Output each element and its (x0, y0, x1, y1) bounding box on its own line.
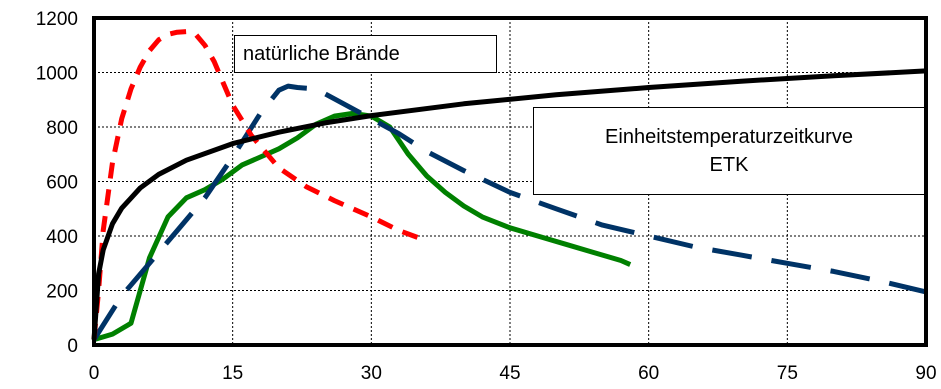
y-tick-label: 600 (46, 173, 78, 194)
annotation-natural-fires: natürliche Brände (234, 35, 497, 73)
y-tick-label: 0 (67, 336, 78, 357)
y-tick-label: 400 (46, 227, 78, 248)
series-line-natural-fire-green (93, 110, 632, 342)
x-tick-label: 15 (222, 363, 243, 384)
x-tick-label: 60 (638, 363, 659, 384)
series-line-natural-fire-red (91, 29, 419, 340)
series-layer (91, 29, 927, 342)
x-tick-label: 30 (361, 363, 382, 384)
y-tick-label: 200 (46, 282, 78, 303)
tick-labels: 0 15 30 45 60 75 90 0 200 400 600 800 1000 1200 (36, 9, 937, 384)
y-tick-label: 800 (46, 118, 78, 139)
x-tick-label: 75 (777, 363, 798, 384)
plot-frame (92, 16, 928, 347)
series-line-etk (91, 68, 927, 340)
series-line-natural-fire-blue (91, 83, 927, 341)
y-tick-label: 1000 (36, 64, 78, 85)
annotation-etk: Einheitstemperaturzeitkurve ETK (533, 107, 925, 195)
annotation-etk-line1: Einheitstemperaturzeitkurve (605, 126, 853, 148)
annotation-etk-line2: ETK (709, 154, 749, 176)
x-tick-label: 90 (915, 363, 936, 384)
x-tick-label: 45 (499, 363, 520, 384)
y-tick-label: 1200 (36, 9, 78, 30)
x-tick-label: 0 (89, 363, 100, 384)
